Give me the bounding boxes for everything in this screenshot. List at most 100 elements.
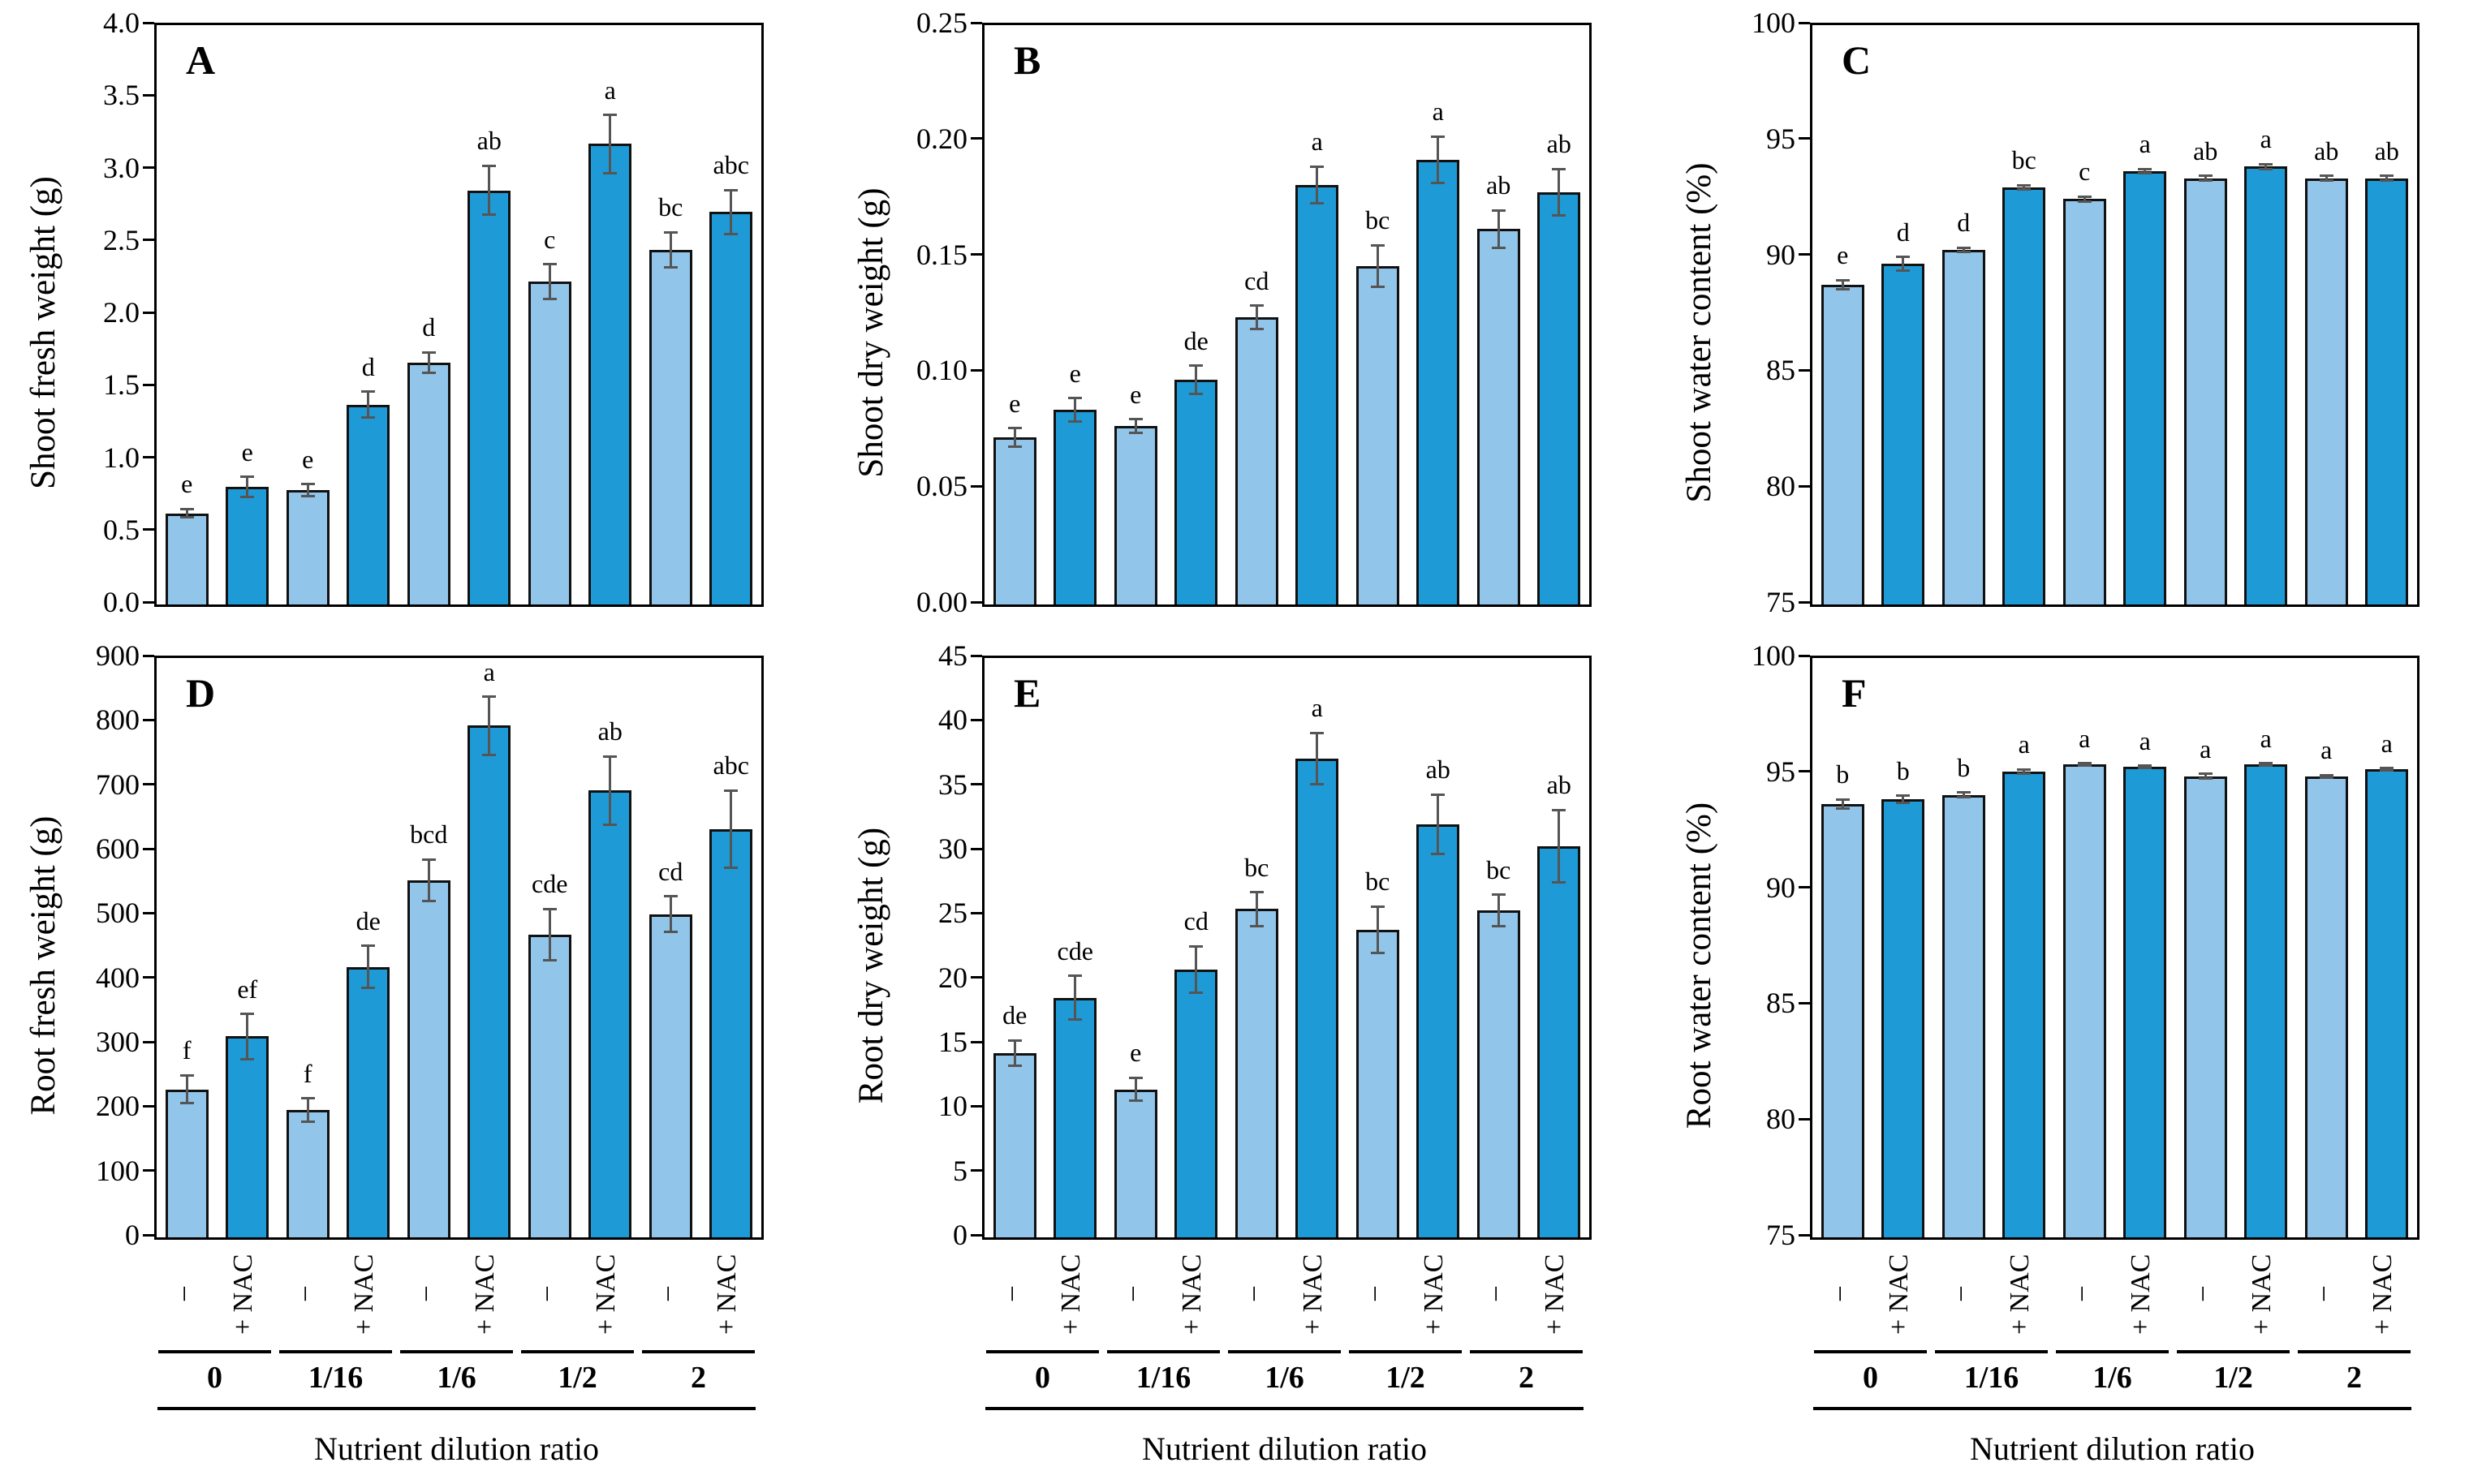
error-bar-cap: [663, 230, 678, 234]
error-bar-cap: [1310, 782, 1325, 785]
significance-letter: a: [1311, 127, 1323, 157]
error-bar: [1255, 892, 1258, 927]
error-bar: [246, 1013, 249, 1060]
bar: [528, 281, 571, 604]
category-axis-line: [157, 1407, 756, 1410]
category-axis-line: [1813, 1407, 2411, 1410]
error-bar-cap: [2259, 167, 2273, 170]
significance-letter: a: [1432, 97, 1444, 127]
error-bar-cap: [724, 867, 739, 870]
significance-letter: e: [181, 469, 193, 499]
y-tick-label: 95: [1766, 755, 1795, 788]
x-tick-label-minus: –: [995, 1287, 1026, 1301]
error-bar-cap: [240, 475, 255, 479]
error-bar-cap: [1431, 793, 1446, 796]
group-underline: [1228, 1350, 1341, 1353]
significance-letter: e: [1130, 379, 1142, 409]
error-bar-cap: [2077, 200, 2092, 203]
group-label: 2: [1519, 1361, 1534, 1395]
error-bar: [1841, 799, 1844, 809]
significance-letter: cd: [658, 856, 683, 886]
significance-letter: cde: [1057, 936, 1093, 966]
error-bar: [1902, 795, 1905, 803]
significance-letter: bc: [1486, 854, 1511, 884]
error-bar-cap: [361, 987, 376, 990]
significance-letter: a: [2260, 124, 2272, 154]
error-bar-cap: [1896, 794, 1911, 798]
bar: [1355, 929, 1399, 1237]
y-tick-label: 0.25: [916, 6, 967, 39]
bar: [2123, 170, 2167, 604]
bar: [1174, 969, 1218, 1237]
group-underline: [158, 1350, 271, 1353]
x-tick-label-plus-nac: + NAC: [2367, 1254, 2398, 1335]
error-bar: [367, 391, 370, 418]
bar: [649, 249, 692, 604]
bar: [1235, 316, 1278, 604]
bar: [709, 829, 753, 1237]
error-bar-cap: [300, 1120, 315, 1123]
y-tick-label: 80: [1766, 1103, 1795, 1136]
error-bar-cap: [482, 164, 497, 167]
x-axis-title: Nutrient dilution ratio: [313, 1430, 600, 1467]
group-underline: [521, 1350, 634, 1353]
error-bar-cap: [1189, 944, 1204, 948]
y-tick-label: 85: [1766, 987, 1795, 1020]
significance-letter: a: [2381, 728, 2393, 758]
significance-letter: cde: [532, 869, 568, 899]
group-label: 1/16: [308, 1361, 364, 1395]
error-bar-cap: [240, 1013, 255, 1016]
group-label: 1/16: [1963, 1361, 2019, 1395]
y-tick-label: 2.0: [103, 296, 140, 329]
error-bar-cap: [2138, 167, 2152, 170]
x-tick-label-minus: –: [1116, 1287, 1147, 1301]
x-tick-label-minus: –: [1479, 1287, 1510, 1301]
error-bar-cap: [1835, 807, 1850, 811]
significance-letter: cd: [1183, 906, 1209, 936]
y-tick-label: 600: [96, 832, 140, 865]
error-bar-cap: [179, 1073, 194, 1077]
bar: [2002, 771, 2046, 1237]
significance-letter: ab: [1486, 170, 1511, 200]
significance-letter: f: [182, 1035, 192, 1065]
x-tick-label-minus: –: [1823, 1287, 1854, 1301]
error-bar: [730, 790, 733, 868]
error-bar: [1841, 280, 1844, 290]
chart-panel-C: Shoot water content (%) C e d d bc c a ab a ab ab…: [1656, 0, 2482, 633]
significance-letter: f: [303, 1058, 312, 1088]
error-bar: [2204, 773, 2207, 779]
error-bar: [2325, 175, 2328, 181]
bar: [1054, 997, 1097, 1237]
y-axis-label: Shoot water content (%): [1680, 162, 1718, 503]
error-bar-cap: [2319, 174, 2333, 178]
error-bar: [185, 509, 188, 518]
significance-letter: d: [1957, 208, 1971, 238]
significance-letter: ab: [1546, 129, 1571, 159]
group-underline: [1349, 1350, 1462, 1353]
plot-area: E de cde e cd bc a bc ab bc ab: [982, 656, 1592, 1240]
y-tick-label: 15: [938, 1026, 967, 1058]
y-tick-mark: [1799, 770, 1810, 773]
significance-letter: b: [1896, 755, 1910, 785]
significance-letter: ab: [2374, 135, 2399, 166]
bar: [649, 914, 692, 1237]
error-bar-cap: [603, 755, 618, 758]
error-bar-cap: [421, 858, 436, 861]
y-tick-mark: [971, 1040, 982, 1043]
category-axis-line: [985, 1407, 1584, 1410]
error-bar-cap: [1189, 991, 1204, 995]
error-bar-cap: [663, 931, 678, 934]
y-tick-label: 1.5: [103, 368, 140, 402]
bar: [286, 1109, 330, 1237]
x-tick-label-plus-nac: + NAC: [1176, 1254, 1207, 1335]
error-bar-cap: [240, 496, 255, 499]
group-label: 1/16: [1135, 1361, 1191, 1395]
significance-letter: de: [355, 905, 381, 936]
group-label: 1/6: [437, 1361, 476, 1395]
y-tick-mark: [143, 528, 154, 531]
x-tick-label-minus: –: [1944, 1287, 1975, 1301]
group-label: 2: [691, 1361, 706, 1395]
y-tick-mark: [143, 911, 154, 914]
chart-panel-B: Shoot dry weight (g) B e e e de cd a bc a ab ab 0…: [828, 0, 1656, 633]
y-tick-mark: [971, 911, 982, 914]
